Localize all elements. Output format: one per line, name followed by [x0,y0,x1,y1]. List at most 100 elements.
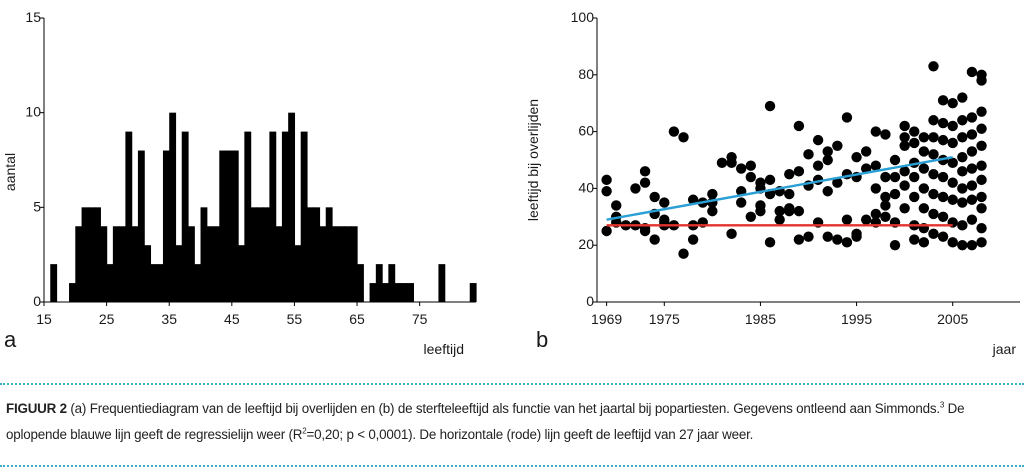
histogram-bar [388,264,396,302]
a-x-tick-label: 65 [349,311,365,327]
scatter-point [937,211,949,222]
histogram-bar [382,283,389,302]
histogram-bar [188,226,195,302]
b-x-tick-label: 1969 [591,311,622,327]
b-y-tick-label: 40 [578,179,594,195]
b-y-tick-label: 80 [578,66,594,82]
scatter-point [601,186,612,197]
scatter-point [928,208,939,220]
histogram-bar [275,226,283,302]
regression-line [606,155,953,221]
scatter-point [880,191,891,203]
scatter-point [860,146,872,157]
a-x-tick-label: 25 [99,311,115,327]
scatter-point [957,240,968,251]
histogram-bar [325,207,333,302]
scatter-point [678,248,689,259]
scatter-point [822,231,833,242]
histogram-bar [194,264,202,302]
histogram-bar [144,245,152,302]
scatter-point [918,183,930,194]
scatter-point [880,129,891,140]
scatter-point [668,126,680,137]
b-x-tick-label: 1995 [841,311,872,327]
scatter-point [764,100,776,112]
a-x-tick-label: 75 [412,311,428,327]
scatter-point [937,134,949,146]
scatter-point [822,186,833,197]
a-y-tick-label: 10 [25,104,41,120]
histogram-bar [350,226,358,302]
histogram-bar [319,226,327,302]
histogram-bar [206,226,214,302]
a-ylabel: aantal [2,153,18,191]
histogram-bar [225,150,233,302]
caption-reference: 3 [939,400,945,410]
histogram-bar [332,226,339,302]
histogram-bar [313,207,321,302]
scatter-point [947,137,958,149]
caption-text-3: =0,20; p < 0,0001). De horizontale (rode… [306,427,754,442]
scatter-point [880,200,891,211]
scatter-point [909,126,920,137]
scatter-point [649,234,660,245]
caption-text-2: De oplopende blauwe lijn geeft de regres… [6,401,965,442]
scatter-point [851,151,862,163]
scatter-chart: 1969 1975 1985 1995 2005 0 20 40 60 80 100 leeftij… [525,9,1020,357]
histogram-bar [50,264,58,302]
scatter-point [918,163,930,174]
b-y-tick-label: 60 [578,123,594,139]
scatter-point [870,208,881,220]
histogram-bar [357,264,364,302]
scatter-point [841,214,853,225]
figure-caption: FIGUUR 2 (a) Frequentiediagram van de le… [6,396,1018,448]
scatter-point [928,132,939,143]
scatter-point [793,166,805,177]
scatter-point [928,188,939,200]
histogram-bar [256,207,264,302]
scatter-point [947,194,958,205]
scatter-point [947,177,958,188]
histogram-bar [125,131,133,302]
histogram-bar [407,283,414,302]
scatter-point [966,129,978,140]
a-y-tick-label: 0 [33,293,41,309]
scatter-point [937,231,949,242]
scatter-point [841,237,853,248]
histogram-bar [369,283,377,302]
scatter-point [947,237,958,248]
scatter-point [611,200,622,211]
scatter-point [947,157,958,169]
histogram-bar [169,112,177,302]
scatter-point [832,177,843,188]
scatter-point [957,166,968,177]
scatter-point [918,237,930,248]
scatter-point [937,117,949,129]
scatter-point [601,225,612,237]
scatter-point [726,157,737,169]
scatter-point [957,115,968,126]
scatter-point [928,115,939,126]
scatter-point [889,188,901,200]
scatter-point [966,112,978,123]
a-x-tick-label: 45 [224,311,240,327]
scatter-point [976,237,987,248]
scatter-point [899,203,910,214]
scatter-point [889,171,901,183]
histogram-bar [375,264,383,302]
scatter-point [630,183,641,194]
b-ylabel: leeftijd bij overlijden [525,99,541,221]
scatter-point [957,151,968,163]
scatter-point [793,234,805,245]
histogram-bar [162,150,170,302]
scatter-point [880,171,891,183]
scatter-point [822,146,833,157]
scatter-point [812,134,824,146]
histogram-bar [300,131,308,302]
scatter-point [793,205,805,217]
scatter-point [649,191,660,203]
scatter-point [745,211,757,222]
histogram-bar [288,112,296,302]
scatter-point [880,211,891,222]
histogram-bar [269,131,277,302]
